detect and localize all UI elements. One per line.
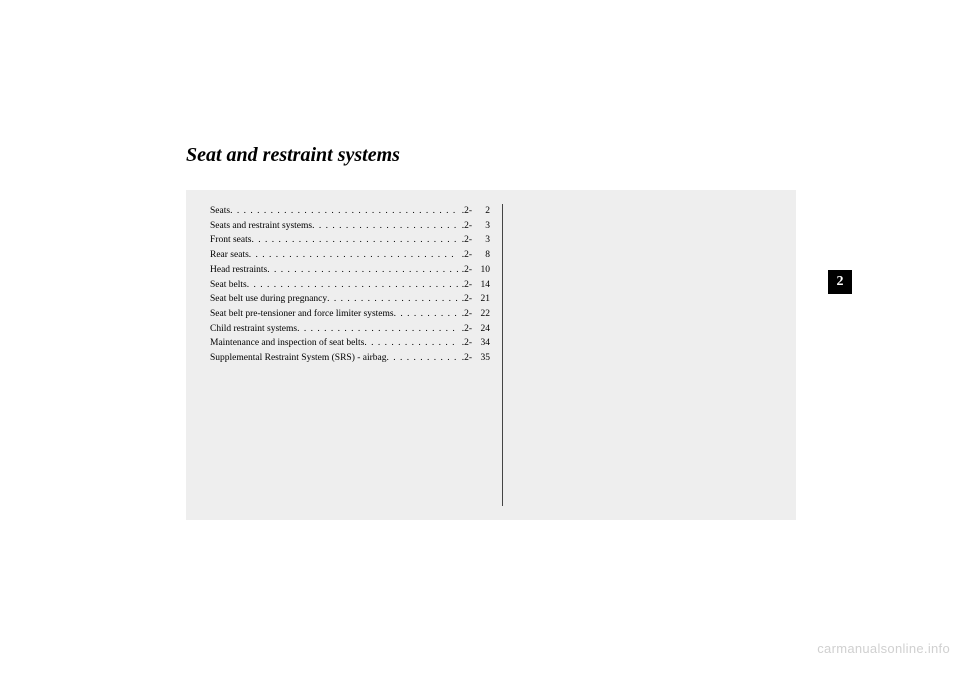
toc-page: 34 <box>472 336 490 351</box>
toc-page: 22 <box>472 307 490 322</box>
toc-label: Supplemental Restraint System (SRS) - ai… <box>210 351 387 366</box>
toc-dots: . . . . . . . . . . . . . . . . . . . . … <box>364 336 458 351</box>
toc-panel: Seats. . . . . . . . . . . . . . . . . .… <box>186 190 796 520</box>
toc-dots: . . . . . . . . . . . . . . . . . . . . … <box>297 322 458 337</box>
toc-label: Seat belt use during pregnancy <box>210 292 327 307</box>
toc-row: Seat belt use during pregnancy. . . . . … <box>210 292 490 307</box>
toc-chapter: .2- <box>458 219 472 234</box>
manual-page: Seat and restraint systems Seats. . . . … <box>0 0 960 678</box>
watermark-text: carmanualsonline.info <box>817 641 950 656</box>
toc-chapter: .2- <box>458 292 472 307</box>
toc-dots: . . . . . . . . . . . . . . . . . . . . … <box>230 204 458 219</box>
toc-label: Seats <box>210 204 230 219</box>
toc-dots: . . . . . . . . . . . . . . . . . . . . … <box>327 292 458 307</box>
toc-page: 2 <box>472 204 490 219</box>
toc-row: Seats. . . . . . . . . . . . . . . . . .… <box>210 204 490 219</box>
toc-row: Child restraint systems. . . . . . . . .… <box>210 322 490 337</box>
toc-chapter: .2- <box>458 263 472 278</box>
toc-column-left: Seats. . . . . . . . . . . . . . . . . .… <box>210 204 503 506</box>
toc-column-right <box>503 204 796 506</box>
toc-row: Front seats. . . . . . . . . . . . . . .… <box>210 233 490 248</box>
toc-label: Front seats <box>210 233 251 248</box>
toc-label: Seats and restraint systems <box>210 219 312 234</box>
toc-page: 3 <box>472 219 490 234</box>
toc-label: Seat belt pre-tensioner and force limite… <box>210 307 394 322</box>
toc-row: Head restraints. . . . . . . . . . . . .… <box>210 263 490 278</box>
toc-page: 3 <box>472 233 490 248</box>
toc-row: Seats and restraint systems. . . . . . .… <box>210 219 490 234</box>
toc-chapter: .2- <box>458 351 472 366</box>
toc-row: Rear seats. . . . . . . . . . . . . . . … <box>210 248 490 263</box>
toc-chapter: .2- <box>458 248 472 263</box>
toc-label: Seat belts <box>210 278 247 293</box>
toc-dots: . . . . . . . . . . . . . . . . . . . . … <box>249 248 458 263</box>
toc-label: Maintenance and inspection of seat belts <box>210 336 364 351</box>
toc-page: 14 <box>472 278 490 293</box>
toc-chapter: .2- <box>458 278 472 293</box>
toc-label: Head restraints <box>210 263 267 278</box>
toc-chapter: .2- <box>458 233 472 248</box>
toc-page: 21 <box>472 292 490 307</box>
toc-dots: . . . . . . . . . . . . . . . . . . . . … <box>312 219 458 234</box>
toc-columns: Seats. . . . . . . . . . . . . . . . . .… <box>210 204 796 506</box>
toc-chapter: .2- <box>458 336 472 351</box>
toc-dots: . . . . . . . . . . . . . . . . . . . . … <box>394 307 458 322</box>
toc-page: 24 <box>472 322 490 337</box>
toc-row: Seat belts. . . . . . . . . . . . . . . … <box>210 278 490 293</box>
toc-dots: . . . . . . . . . . . . . . . . . . . . … <box>247 278 458 293</box>
toc-row: Supplemental Restraint System (SRS) - ai… <box>210 351 490 366</box>
section-tab: 2 <box>828 270 852 294</box>
toc-dots: . . . . . . . . . . . . . . . . . . . . … <box>267 263 458 278</box>
toc-page: 8 <box>472 248 490 263</box>
toc-list: Seats. . . . . . . . . . . . . . . . . .… <box>210 204 490 366</box>
toc-row: Seat belt pre-tensioner and force limite… <box>210 307 490 322</box>
page-title: Seat and restraint systems <box>186 144 400 167</box>
toc-page: 10 <box>472 263 490 278</box>
toc-chapter: .2- <box>458 204 472 219</box>
toc-label: Rear seats <box>210 248 249 263</box>
toc-dots: . . . . . . . . . . . . . . . . . . . . … <box>251 233 458 248</box>
toc-chapter: .2- <box>458 322 472 337</box>
toc-row: Maintenance and inspection of seat belts… <box>210 336 490 351</box>
toc-dots: . . . . . . . . . . . . . . . . . . . . … <box>387 351 458 366</box>
toc-page: 35 <box>472 351 490 366</box>
toc-chapter: .2- <box>458 307 472 322</box>
toc-label: Child restraint systems <box>210 322 297 337</box>
